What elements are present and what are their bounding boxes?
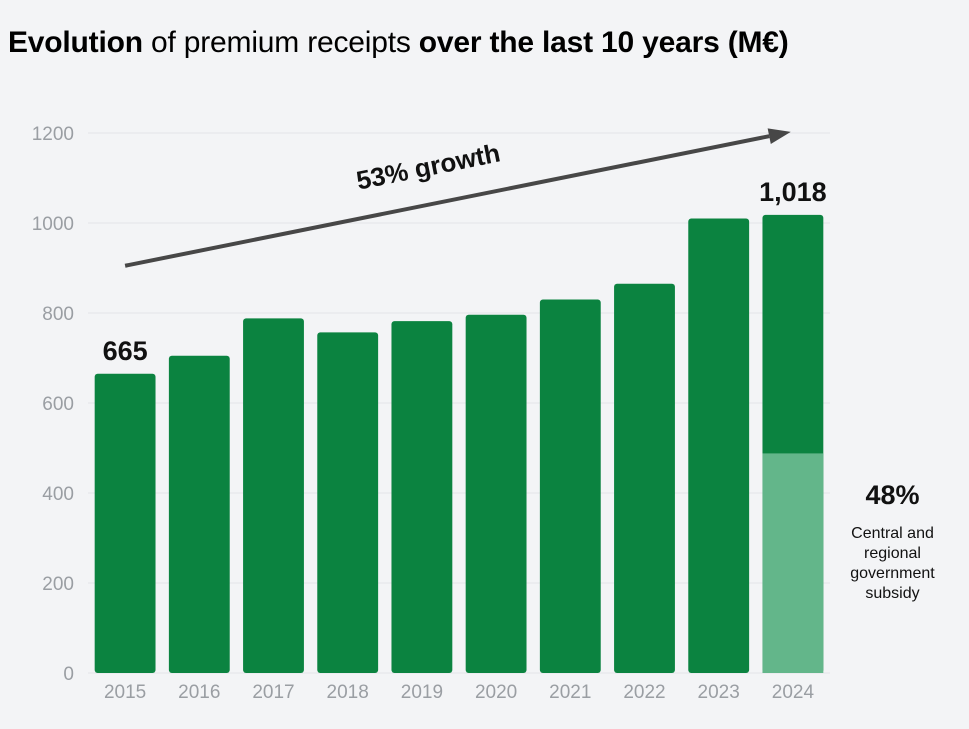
y-axis-ticks: 0 200 400 600 800 1000 1200 xyxy=(32,124,74,685)
y-tick-200: 200 xyxy=(42,574,74,595)
x-axis-ticks: 2015 2016 2017 2018 2019 2020 2021 2022 2023 2024 xyxy=(104,682,815,703)
x-tick-2015: 2015 xyxy=(104,682,146,703)
y-tick-1000: 1000 xyxy=(32,214,74,235)
bar-2023 xyxy=(688,218,750,673)
title-period: over the last 10 years (M€) xyxy=(418,26,789,59)
chart-title: Evolution of premium receipts over the l… xyxy=(8,26,789,60)
data-labels: 665 1,018 xyxy=(103,177,827,366)
bar-2015 xyxy=(94,373,156,673)
subsidy-line-3: government xyxy=(850,565,935,582)
title-premium-receipts: premium receipts xyxy=(183,26,411,59)
bars xyxy=(94,214,824,673)
y-tick-1200: 1200 xyxy=(32,124,74,145)
x-tick-2023: 2023 xyxy=(698,682,740,703)
x-tick-2024: 2024 xyxy=(772,682,815,703)
x-tick-2022: 2022 xyxy=(623,682,665,703)
x-tick-2018: 2018 xyxy=(327,682,369,703)
title-of: of xyxy=(151,26,176,59)
bar-segment-subsidy-2024 xyxy=(762,453,824,673)
bar-2019 xyxy=(391,321,453,673)
bar-2020 xyxy=(465,314,527,673)
x-tick-2016: 2016 xyxy=(178,682,220,703)
y-tick-600: 600 xyxy=(42,394,74,415)
subsidy-percent: 48% xyxy=(865,480,920,510)
bar-2016 xyxy=(168,355,230,673)
subsidy-description: Central and regional government subsidy xyxy=(820,524,965,604)
bar-2018 xyxy=(317,332,379,673)
y-tick-0: 0 xyxy=(63,664,74,685)
bar-2022 xyxy=(614,283,675,673)
x-tick-2019: 2019 xyxy=(401,682,443,703)
growth-arrow-line xyxy=(124,134,770,268)
subsidy-line-1: Central and xyxy=(851,525,934,542)
bar-2017 xyxy=(243,318,304,673)
data-label-2024: 1,018 xyxy=(759,177,827,207)
y-tick-800: 800 xyxy=(42,304,74,325)
subsidy-line-2: regional xyxy=(864,545,921,562)
growth-arrow-head xyxy=(767,128,791,144)
x-tick-2017: 2017 xyxy=(252,682,294,703)
bar-2021 xyxy=(539,299,601,673)
subsidy-line-4: subsidy xyxy=(865,585,920,602)
data-label-2015: 665 xyxy=(103,336,148,366)
title-evolution: Evolution xyxy=(8,26,143,59)
x-tick-2020: 2020 xyxy=(475,682,517,703)
y-tick-400: 400 xyxy=(42,484,74,505)
x-tick-2021: 2021 xyxy=(549,682,591,703)
growth-label: 53% growth xyxy=(354,137,503,195)
